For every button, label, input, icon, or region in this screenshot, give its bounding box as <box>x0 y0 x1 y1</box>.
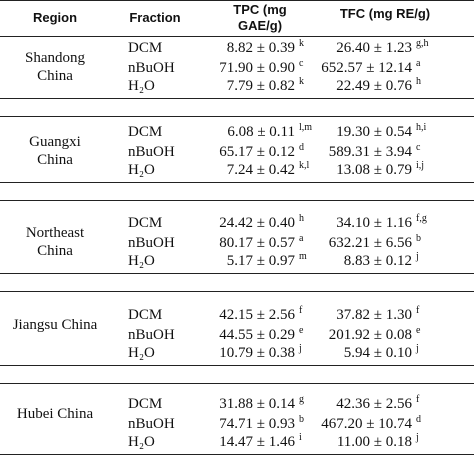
tfc-value: 42.36 ± 2.56 <box>336 396 412 412</box>
tpc-superscript: k <box>299 76 304 87</box>
fraction: H₂O <box>128 78 155 94</box>
top-rule <box>0 0 474 1</box>
tpc-superscript: c <box>299 58 304 69</box>
tpc-value: 71.90 ± 0.90 <box>219 60 295 76</box>
tfc-value: 5.94 ± 0.10 <box>343 345 412 361</box>
header-tfc: TFC (mg RE/g) <box>339 6 431 21</box>
fraction: H₂O <box>128 162 155 178</box>
fraction: H₂O <box>128 434 155 450</box>
tfc-value: 37.82 ± 1.30 <box>336 307 412 323</box>
tfc-superscript: j <box>416 343 419 354</box>
region: Guangxi China <box>29 134 81 168</box>
region: Jiangsu China <box>12 317 98 333</box>
fraction: DCM <box>128 124 163 140</box>
tfc-superscript: h <box>416 76 421 87</box>
tpc-superscript: f <box>299 305 303 316</box>
tpc-superscript: k,l <box>299 160 310 171</box>
fraction: H₂O <box>128 253 155 269</box>
tfc-value: 11.00 ± 0.18 <box>336 434 412 450</box>
tpc-value: 10.79 ± 0.38 <box>219 345 295 361</box>
tfc-superscript: h,i <box>416 122 427 133</box>
tfc-superscript: a <box>416 58 421 69</box>
group-rule <box>0 291 474 292</box>
group-rule <box>0 454 474 455</box>
tpc-superscript: h <box>299 213 304 224</box>
tfc-superscript: f,g <box>416 213 427 224</box>
tfc-superscript: d <box>416 414 421 425</box>
tfc-superscript: b <box>416 233 421 244</box>
tpc-value: 44.55 ± 0.29 <box>219 327 295 343</box>
tfc-superscript: j <box>416 432 419 443</box>
tfc-superscript: f <box>416 394 420 405</box>
fraction: DCM <box>128 40 163 56</box>
fraction: nBuOH <box>128 235 175 251</box>
tfc-superscript: c <box>416 142 421 153</box>
tpc-superscript: i <box>299 432 302 443</box>
tpc-value: 24.42 ± 0.40 <box>219 215 295 231</box>
tfc-superscript: e <box>416 325 421 336</box>
fraction: nBuOH <box>128 327 175 343</box>
fraction: nBuOH <box>128 416 175 432</box>
header-fraction: Fraction <box>129 10 181 25</box>
tpc-value: 7.24 ± 0.42 <box>226 162 295 178</box>
fraction: nBuOH <box>128 144 175 160</box>
tfc-superscript: j <box>416 251 419 262</box>
tpc-superscript: e <box>299 325 304 336</box>
tpc-value: 74.71 ± 0.93 <box>219 416 295 432</box>
tpc-value: 31.88 ± 0.14 <box>219 396 295 412</box>
group-rule <box>0 116 474 117</box>
tpc-value: 42.15 ± 2.56 <box>219 307 295 323</box>
tpc-superscript: a <box>299 233 304 244</box>
tfc-superscript: g,h <box>416 38 429 49</box>
group-rule <box>0 383 474 384</box>
header-region: Region <box>32 10 78 25</box>
tfc-value: 652.57 ± 12.14 <box>321 60 412 76</box>
group-rule <box>0 182 474 183</box>
header-rule <box>0 36 474 37</box>
tfc-value: 8.83 ± 0.12 <box>343 253 412 269</box>
tpc-superscript: k <box>299 38 304 49</box>
tfc-value: 34.10 ± 1.16 <box>336 215 412 231</box>
region: Hubei China <box>16 406 94 422</box>
tpc-value: 6.08 ± 0.11 <box>227 124 295 140</box>
tpc-superscript: b <box>299 414 304 425</box>
region: Shandong China <box>25 50 85 84</box>
fraction: nBuOH <box>128 60 175 76</box>
group-rule <box>0 273 474 274</box>
tpc-superscript: m <box>299 251 307 262</box>
tfc-value: 19.30 ± 0.54 <box>336 124 412 140</box>
tfc-value: 589.31 ± 3.94 <box>328 144 412 160</box>
tfc-value: 467.20 ± 10.74 <box>321 416 412 432</box>
tfc-value: 22.49 ± 0.76 <box>336 78 412 94</box>
tpc-superscript: l,m <box>299 122 313 133</box>
tfc-value: 632.21 ± 6.56 <box>328 235 412 251</box>
tpc-value: 65.17 ± 0.12 <box>219 144 295 160</box>
tpc-value: 5.17 ± 0.97 <box>226 253 295 269</box>
tfc-value: 201.92 ± 0.08 <box>328 327 412 343</box>
tpc-superscript: g <box>299 394 304 405</box>
tpc-value: 7.79 ± 0.82 <box>226 78 295 94</box>
tpc-value: 80.17 ± 0.57 <box>219 235 295 251</box>
group-rule <box>0 98 474 99</box>
region: Northeast China <box>25 225 85 259</box>
tpc-value: 8.82 ± 0.39 <box>226 40 295 56</box>
tfc-value: 13.08 ± 0.79 <box>336 162 412 178</box>
tfc-superscript: f <box>416 305 420 316</box>
tfc-value: 26.40 ± 1.23 <box>336 40 412 56</box>
fraction: DCM <box>128 215 163 231</box>
fraction: DCM <box>128 307 163 323</box>
tpc-superscript: j <box>299 343 302 354</box>
fraction: DCM <box>128 396 163 412</box>
tpc-value: 14.47 ± 1.46 <box>219 434 295 450</box>
header-tpc: TPC (mg GAE/g) <box>233 2 287 33</box>
tpc-superscript: d <box>299 142 304 153</box>
group-rule <box>0 365 474 366</box>
tfc-superscript: i,j <box>416 160 425 171</box>
fraction: H₂O <box>128 345 155 361</box>
group-rule <box>0 200 474 201</box>
